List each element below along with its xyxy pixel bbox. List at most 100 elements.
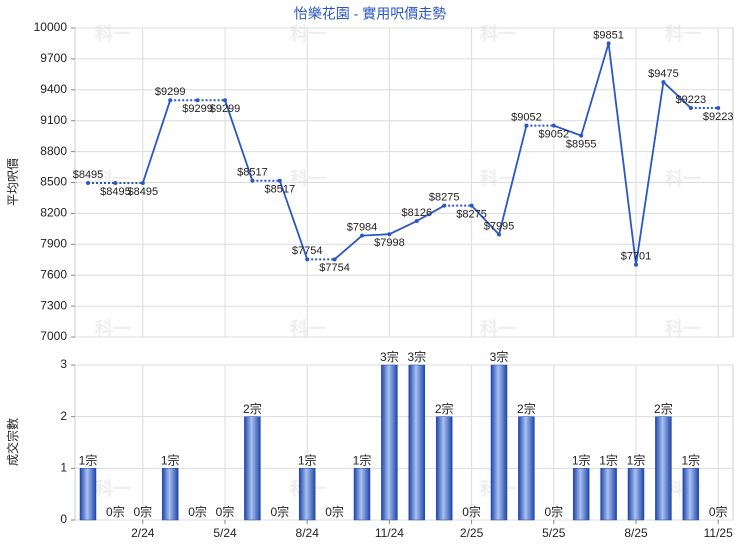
line-segment — [389, 220, 418, 236]
line-segment — [662, 81, 692, 109]
data-label: $8495 — [128, 186, 159, 198]
x-tick-label: 2/25 — [460, 526, 484, 540]
data-point — [469, 203, 474, 208]
bar — [572, 468, 590, 521]
chart-title: 怡樂花園 - 實用呎價走勢 — [294, 6, 446, 22]
bar — [298, 468, 316, 521]
watermark: 科一 — [290, 23, 326, 44]
watermark: 科一 — [95, 23, 131, 44]
watermark: 科一 — [290, 168, 326, 189]
data-label: 0宗 — [325, 504, 344, 519]
watermark: 科一 — [95, 478, 131, 499]
x-tick-label: 5/24 — [213, 526, 237, 540]
data-label: 0宗 — [133, 504, 152, 519]
data-label: $8275 — [456, 209, 487, 221]
line-segment — [278, 180, 309, 260]
data-label: 2宗 — [435, 401, 454, 416]
data-point — [634, 262, 638, 267]
data-point — [168, 98, 173, 103]
bar — [381, 364, 398, 521]
data-point — [716, 106, 721, 111]
data-label: 1宗 — [681, 453, 700, 468]
data-point — [332, 257, 337, 262]
y-tick-label: 8200 — [40, 206, 67, 220]
watermark: 科一 — [95, 318, 131, 339]
bar — [353, 468, 371, 521]
data-label: 1宗 — [599, 453, 618, 468]
watermark: 科一 — [480, 168, 516, 189]
bar — [244, 416, 261, 521]
data-point — [140, 181, 145, 186]
y-tick-label: 10000 — [34, 20, 68, 34]
data-label: 0宗 — [270, 504, 289, 519]
y-tick-label: 8500 — [40, 175, 67, 189]
data-label: $9223 — [703, 111, 734, 123]
data-point — [250, 178, 255, 183]
data-point — [86, 181, 90, 186]
data-label: 1宗 — [353, 453, 372, 468]
data-label: 1宗 — [627, 453, 646, 468]
x-tick-label: 11/24 — [375, 526, 404, 540]
data-label: $7754 — [319, 262, 350, 274]
y-tick-label: 9100 — [40, 113, 67, 127]
line-segment — [580, 43, 610, 136]
data-label: 3宗 — [380, 349, 399, 364]
watermark: 科一 — [665, 318, 701, 339]
y-tick-label: 2 — [60, 409, 67, 423]
data-point — [305, 257, 310, 262]
data-label: $7995 — [484, 220, 515, 232]
data-label: 1宗 — [298, 453, 317, 468]
data-label: $7701 — [621, 251, 652, 263]
data-label: 1宗 — [161, 453, 180, 468]
data-label: $8517 — [265, 184, 296, 196]
x-tick-label: 2/24 — [131, 526, 155, 540]
y-tick-label: 0 — [60, 512, 67, 526]
data-label: 0宗 — [216, 504, 235, 519]
data-point — [524, 123, 529, 128]
bar — [600, 468, 617, 521]
x-tick-label: 8/25 — [624, 526, 648, 540]
data-label: 0宗 — [106, 504, 125, 519]
bar — [655, 416, 672, 521]
data-label: 2宗 — [243, 401, 262, 416]
line-segment — [607, 43, 637, 265]
data-point — [606, 41, 611, 46]
watermark: 科一 — [290, 318, 326, 339]
watermarks: 科一科一科一科一科一科一科一科一科一科一科一科一科一科一科一科一 — [95, 23, 701, 499]
y-tick-label: 1 — [60, 461, 67, 475]
data-point — [414, 219, 419, 224]
data-label: $9223 — [676, 94, 707, 106]
y-tick-label: 8800 — [40, 144, 67, 158]
line-segment — [635, 81, 665, 265]
watermark: 科一 — [665, 168, 701, 189]
data-point — [579, 133, 584, 138]
data-point — [360, 233, 364, 238]
y-axis-label: 平均呎價 — [6, 158, 20, 206]
y-tick-label: 7900 — [40, 236, 67, 250]
x-tick-label: 11/25 — [704, 526, 733, 540]
data-point — [688, 106, 693, 111]
data-label: $7754 — [292, 245, 323, 257]
data-label: $9052 — [511, 112, 542, 124]
data-label: 1宗 — [79, 453, 98, 468]
y-tick-label: 7600 — [40, 267, 67, 281]
bar — [627, 468, 645, 521]
data-label: $7984 — [347, 222, 378, 234]
line-segment — [470, 205, 500, 236]
x-tick-label: 8/24 — [296, 526, 320, 540]
data-label: 0宗 — [709, 504, 728, 519]
data-label: 3宗 — [490, 349, 509, 364]
x-tick-label: 5/25 — [542, 526, 566, 540]
bar — [408, 364, 426, 521]
data-label: $9475 — [648, 68, 679, 80]
data-label: $9299 — [155, 86, 186, 98]
data-label: $8275 — [429, 192, 460, 204]
line-segment — [224, 99, 254, 182]
data-point — [113, 181, 118, 186]
data-label: 2宗 — [654, 401, 673, 416]
data-point — [223, 98, 227, 103]
data-label: 1宗 — [572, 453, 591, 468]
line-segment — [553, 124, 582, 137]
data-label: 2宗 — [517, 401, 536, 416]
